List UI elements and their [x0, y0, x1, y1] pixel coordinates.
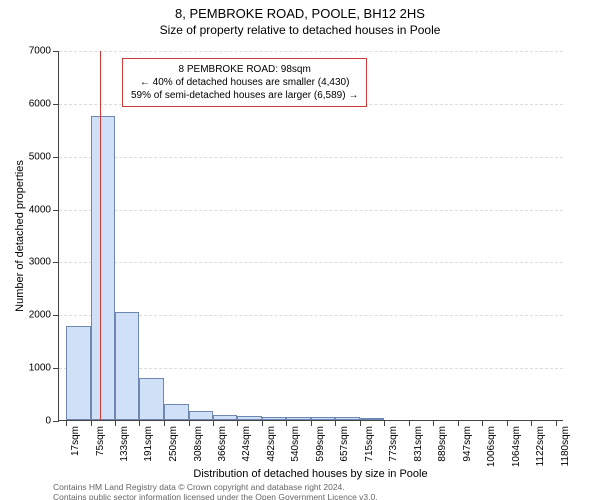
x-tick — [360, 420, 361, 426]
x-tick-label: 1064sqm — [511, 426, 522, 467]
y-tick-label: 2000 — [29, 310, 51, 321]
annotation-line: ← 40% of detached houses are smaller (4,… — [131, 76, 358, 89]
histogram-bar — [164, 404, 188, 420]
y-tick-label: 7000 — [29, 46, 51, 57]
annotation-line: 8 PEMBROKE ROAD: 98sqm — [131, 63, 358, 76]
histogram-bar — [262, 417, 286, 420]
x-tick-label: 133sqm — [119, 426, 130, 462]
histogram-bar — [66, 326, 90, 420]
x-tick-label: 889sqm — [437, 426, 448, 462]
x-tick — [286, 420, 287, 426]
x-tick-label: 366sqm — [217, 426, 228, 462]
y-tick-label: 0 — [45, 416, 51, 427]
y-axis-label-container: Number of detached properties — [13, 51, 27, 421]
x-tick — [237, 420, 238, 426]
x-tick-label: 947sqm — [462, 426, 473, 462]
y-tick — [53, 368, 59, 369]
x-tick-label: 657sqm — [339, 426, 350, 462]
histogram-bar — [311, 417, 335, 420]
x-tick — [91, 420, 92, 426]
x-tick — [139, 420, 140, 426]
x-tick — [409, 420, 410, 426]
gridline — [59, 210, 563, 211]
chart-title: 8, PEMBROKE ROAD, POOLE, BH12 2HS — [0, 6, 600, 21]
caption-line-1: Contains HM Land Registry data © Crown c… — [53, 482, 378, 492]
x-tick — [189, 420, 190, 426]
property-marker-line — [100, 51, 101, 420]
y-tick — [53, 421, 59, 422]
x-tick — [507, 420, 508, 426]
gridline — [59, 51, 563, 52]
x-tick-label: 191sqm — [143, 426, 154, 462]
y-tick-label: 3000 — [29, 257, 51, 268]
annotation-line: 59% of semi-detached houses are larger (… — [131, 89, 358, 102]
plot-area: 0100020003000400050006000700017sqm75sqm1… — [58, 51, 563, 421]
x-tick — [556, 420, 557, 426]
x-tick-label: 1122sqm — [535, 426, 546, 466]
y-tick — [53, 262, 59, 263]
caption: Contains HM Land Registry data © Crown c… — [53, 482, 378, 500]
x-axis-label: Distribution of detached houses by size … — [58, 468, 563, 480]
y-tick — [53, 210, 59, 211]
x-tick — [458, 420, 459, 426]
x-tick-label: 1180sqm — [560, 426, 571, 466]
x-tick-label: 250sqm — [168, 426, 179, 462]
x-tick — [164, 420, 165, 426]
gridline — [59, 262, 563, 263]
histogram-bar — [360, 418, 384, 420]
y-tick — [53, 157, 59, 158]
chart-subtitle: Size of property relative to detached ho… — [0, 23, 600, 37]
x-tick — [262, 420, 263, 426]
y-tick-label: 6000 — [29, 98, 51, 109]
histogram-bar — [91, 116, 115, 420]
x-tick — [482, 420, 483, 426]
annotation-box: 8 PEMBROKE ROAD: 98sqm← 40% of detached … — [122, 58, 367, 107]
x-tick-label: 715sqm — [364, 426, 375, 462]
y-tick — [53, 315, 59, 316]
x-tick — [213, 420, 214, 426]
x-tick — [433, 420, 434, 426]
x-tick-label: 308sqm — [193, 426, 204, 462]
histogram-bar — [115, 312, 139, 420]
x-tick — [531, 420, 532, 426]
x-tick — [311, 420, 312, 426]
caption-line-2: Contains public sector information licen… — [53, 492, 378, 500]
y-axis-label: Number of detached properties — [14, 160, 26, 312]
y-tick-label: 5000 — [29, 151, 51, 162]
histogram-bar — [237, 416, 261, 420]
histogram-bar — [286, 417, 310, 420]
y-tick — [53, 51, 59, 52]
y-tick-label: 1000 — [29, 363, 51, 374]
chart-container: 8, PEMBROKE ROAD, POOLE, BH12 2HS Size o… — [0, 6, 600, 500]
x-tick — [115, 420, 116, 426]
y-tick-label: 4000 — [29, 204, 51, 215]
x-tick — [66, 420, 67, 426]
x-tick-label: 424sqm — [241, 426, 252, 462]
x-tick-label: 599sqm — [315, 426, 326, 462]
x-tick-label: 831sqm — [413, 426, 424, 462]
y-tick — [53, 104, 59, 105]
x-tick-label: 1006sqm — [486, 426, 497, 467]
x-tick-label: 17sqm — [70, 426, 81, 456]
histogram-bar — [189, 411, 213, 420]
histogram-bar — [139, 378, 163, 420]
x-tick-label: 75sqm — [95, 426, 106, 456]
x-tick-label: 773sqm — [388, 426, 399, 462]
x-tick — [335, 420, 336, 426]
histogram-bar — [213, 415, 237, 420]
x-tick — [384, 420, 385, 426]
histogram-bar — [335, 417, 359, 420]
x-tick-label: 540sqm — [290, 426, 301, 462]
x-tick-label: 482sqm — [266, 426, 277, 462]
gridline — [59, 157, 563, 158]
